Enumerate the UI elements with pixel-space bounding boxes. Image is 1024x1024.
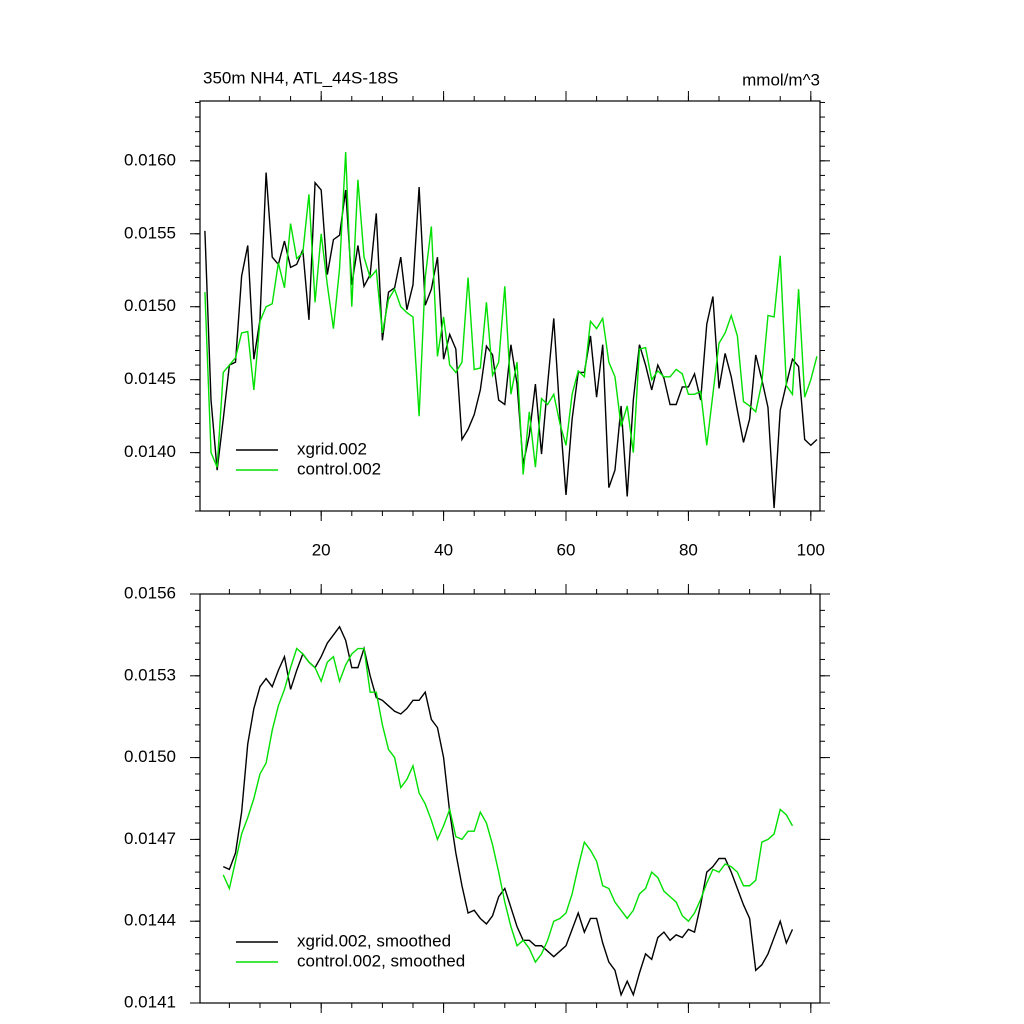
plot-frame xyxy=(199,593,821,1004)
plot-frame xyxy=(199,100,821,512)
y-tick-label: 0.0156 xyxy=(124,583,176,602)
legend-label: control.002, smoothed xyxy=(297,951,465,970)
legend-label: control.002 xyxy=(297,459,381,478)
y-tick-label: 0.0150 xyxy=(124,747,176,766)
x-tick-label: 40 xyxy=(434,540,453,559)
data-line xyxy=(204,152,818,475)
x-tick-label: 20 xyxy=(312,540,331,559)
y-tick-label: 0.0153 xyxy=(124,665,176,684)
y-tick-label: 0.0140 xyxy=(124,442,176,461)
x-tick-label: 80 xyxy=(679,540,698,559)
y-tick-label: 0.0145 xyxy=(124,369,176,388)
legend-label: xgrid.002 xyxy=(297,439,367,458)
x-tick-label: 60 xyxy=(557,540,576,559)
y-tick-label: 0.0155 xyxy=(124,223,176,242)
chart-title: 350m NH4, ATL_44S-18S xyxy=(203,68,398,87)
data-line xyxy=(204,172,818,509)
legend-label: xgrid.002, smoothed xyxy=(297,931,451,950)
x-tick-label: 100 xyxy=(797,540,825,559)
data-line xyxy=(222,647,794,964)
y-tick-label: 0.0147 xyxy=(124,829,176,848)
y-tick-label: 0.0150 xyxy=(124,296,176,315)
y-tick-label: 0.0160 xyxy=(124,150,176,169)
data-line xyxy=(222,625,794,997)
units-label: mmol/m^3 xyxy=(742,70,820,89)
y-tick-label: 0.0141 xyxy=(124,992,176,1011)
y-tick-label: 0.0144 xyxy=(124,911,176,930)
